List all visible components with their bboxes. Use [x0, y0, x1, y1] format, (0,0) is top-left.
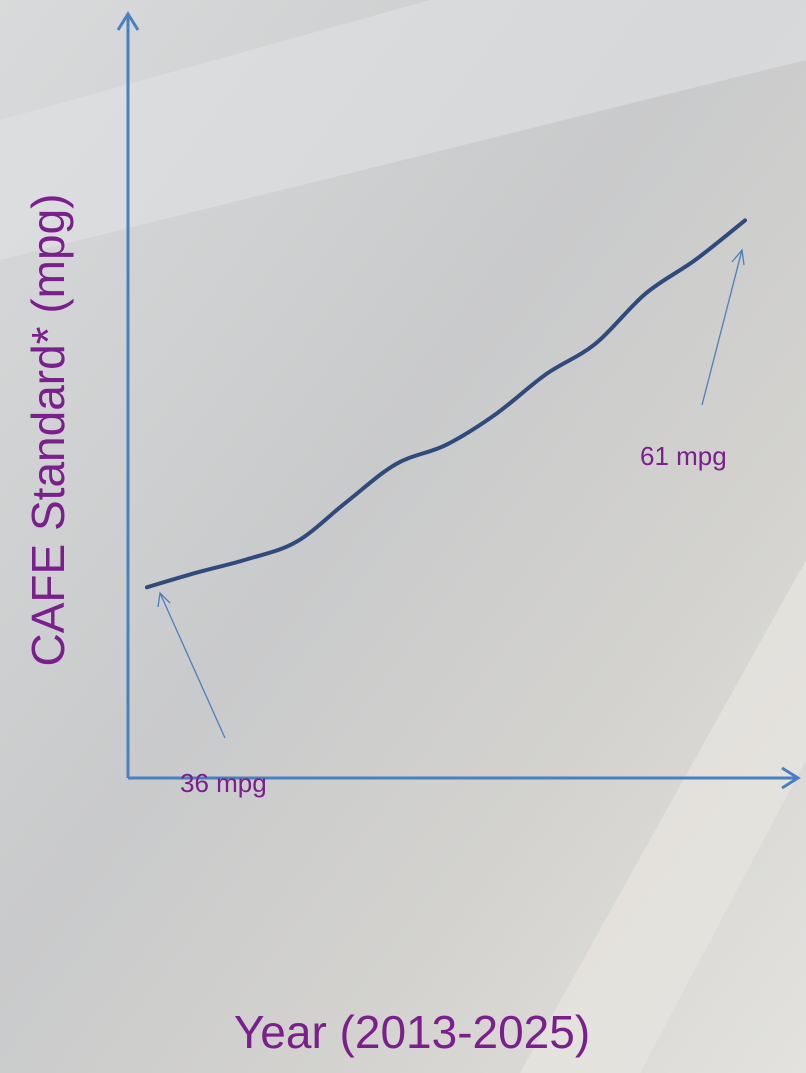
x-axis-label: Year (2013-2025) — [234, 1006, 590, 1058]
annotation-arrowhead — [157, 591, 171, 608]
y-axis-label: CAFE Standard* (mpg) — [22, 194, 74, 667]
axes — [116, 11, 801, 790]
annotation-arrow — [159, 592, 226, 739]
road-highlight — [0, 0, 806, 260]
line — [145, 218, 747, 590]
road-highlight — [520, 560, 806, 1073]
annotation-arrowhead — [731, 248, 745, 266]
y-axis-arrow — [116, 11, 140, 31]
annotation-label: 61 mpg — [640, 441, 727, 471]
annotation-label: 36 mpg — [180, 768, 267, 798]
annotation-arrow — [701, 249, 743, 406]
annotation-arrows — [157, 248, 745, 739]
x-axis-arrow — [781, 766, 801, 790]
